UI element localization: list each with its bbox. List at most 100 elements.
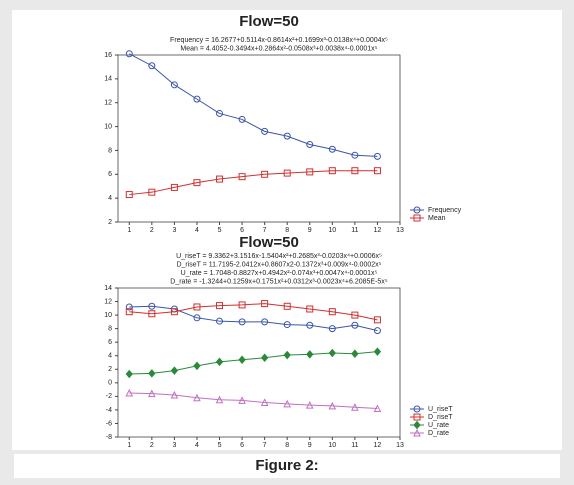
marker [328,325,336,333]
marker [260,353,269,363]
marker [125,50,133,58]
marker [351,151,359,159]
marker [328,145,336,153]
marker [148,62,156,70]
x-tick-label: 7 [263,227,267,234]
marker [413,428,421,437]
series-line [129,351,378,375]
marker [351,311,359,319]
marker [148,389,156,398]
y-tick-label: 8 [108,325,112,332]
marker [125,191,133,199]
y-tick-label: -8 [106,434,112,441]
marker [170,308,178,316]
y-tick-label: 4 [108,195,112,202]
marker [170,183,178,191]
y-tick-label: 12 [104,298,112,305]
marker [261,127,269,135]
x-tick-label: 9 [308,442,312,449]
marker [261,318,269,326]
y-tick-label: 2 [108,366,112,373]
x-tick-label: 10 [328,227,336,234]
x-tick-label: 11 [351,227,358,234]
x-tick-label: 8 [285,442,289,449]
marker [413,413,421,421]
marker [283,350,291,360]
legend-label: Mean [428,215,446,222]
y-tick-label: 4 [108,353,112,360]
y-tick-label: 16 [104,52,112,59]
equation: D_rate = -1.3244+0.1259x+0.1751x²+0.0312… [170,278,388,285]
marker [305,401,314,409]
marker [193,314,201,322]
marker [351,167,359,175]
x-tick-label: 5 [218,442,222,449]
legend-label: U_riseT [428,406,453,413]
marker [238,115,246,123]
chart-title: Flow=50 [239,234,299,251]
marker [215,357,224,367]
marker [238,355,246,365]
x-tick-label: 1 [127,227,131,234]
chart-title: Flow=50 [239,13,299,30]
marker [193,179,201,187]
equation: U_riseT = 9.3362+3.1516x-1.5404x²+0.2685… [176,253,382,260]
x-tick-label: 11 [351,442,358,449]
marker [148,302,156,310]
marker [170,390,179,399]
marker [328,167,336,175]
x-tick-label: 3 [172,227,176,234]
x-tick-label: 3 [172,442,176,449]
marker [351,321,359,329]
y-tick-label: -6 [106,420,112,427]
marker [351,403,359,411]
legend-label: D_rate [428,430,449,437]
y-tick-label: 10 [104,123,112,130]
x-tick-label: 2 [150,227,154,234]
marker [413,214,421,222]
x-tick-label: 12 [374,227,382,234]
marker [413,206,421,214]
y-tick-label: 14 [104,285,112,292]
marker [373,316,381,324]
y-tick-label: 0 [108,380,112,387]
y-tick-label: -4 [106,407,112,414]
marker [306,140,314,148]
marker [261,170,269,178]
equation: U_rate = 1.7048-0.8827x+0.4942x²-0.074x³… [181,270,378,277]
x-tick-label: 2 [150,442,154,449]
marker [216,317,224,325]
equation: Frequency = 16.2677+0.5114x-0.8614x²+0.1… [170,37,388,44]
marker [193,393,201,402]
x-tick-label: 10 [328,442,336,449]
marker [260,398,269,406]
marker [283,321,291,329]
x-tick-label: 4 [195,227,199,234]
legend-label: Frequency [428,207,462,214]
x-tick-label: 1 [127,442,131,449]
marker [238,301,246,309]
x-tick-label: 7 [263,442,267,449]
marker [125,388,134,397]
x-tick-label: 13 [396,442,404,449]
marker [125,369,133,379]
x-tick-label: 6 [240,227,244,234]
marker [125,308,133,316]
series-line [129,305,378,332]
x-tick-label: 5 [218,227,222,234]
marker [148,310,156,318]
plot-frame [117,287,401,438]
y-tick-label: -2 [106,393,112,400]
caption: Figure 2: [255,457,318,474]
marker [170,81,178,89]
marker [306,168,314,176]
marker [373,404,382,413]
marker [170,366,179,375]
x-tick-label: 6 [240,442,244,449]
marker [306,305,314,313]
marker [328,308,336,316]
figure-panel [12,10,562,450]
marker [306,350,314,359]
marker [216,109,224,117]
marker [306,321,314,329]
